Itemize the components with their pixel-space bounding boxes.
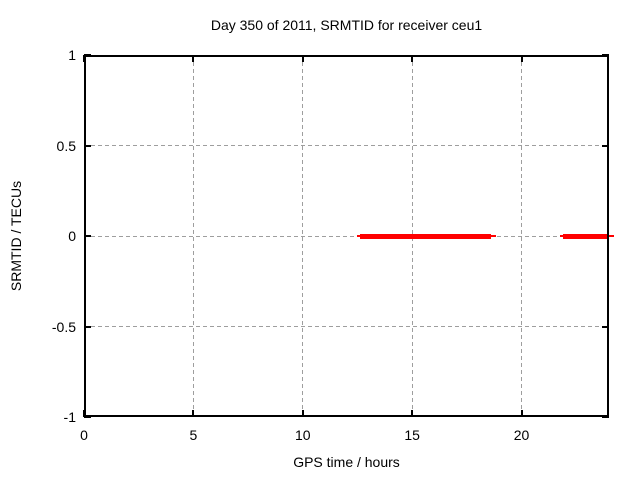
data-segment: [563, 233, 609, 239]
x-tick-label: 15: [404, 427, 420, 443]
x-tick-top: [411, 55, 414, 62]
y-tick-left: [84, 235, 91, 237]
y-gridline: [84, 326, 609, 327]
y-tick-label: -1: [63, 409, 76, 425]
y-tick-right: [602, 325, 609, 328]
x-tick-label: 20: [513, 427, 530, 443]
x-tick-label: 5: [189, 427, 198, 443]
y-tick-left: [84, 325, 91, 328]
y-tick-label: 0.5: [56, 137, 76, 154]
y-tick-label: 1: [68, 47, 76, 63]
x-tick-bottom: [192, 410, 195, 417]
y-tick-left: [84, 416, 91, 418]
x-tick-top: [192, 55, 195, 62]
x-tick-label: 10: [294, 427, 311, 443]
y-gridline: [84, 145, 609, 146]
y-tick-left: [84, 144, 91, 147]
x-tick-bottom: [301, 410, 304, 417]
x-tick-top: [83, 55, 85, 62]
chart-title: Day 350 of 2011, SRMTID for receiver ceu…: [210, 17, 483, 33]
x-tick-bottom: [411, 410, 414, 417]
y-tick-left: [84, 54, 91, 56]
x-tick-bottom: [520, 410, 523, 417]
y-tick-label: 0: [68, 228, 76, 244]
x-tick-top: [301, 55, 304, 62]
y-tick-right: [602, 144, 609, 147]
x-axis-label: GPS time / hours: [293, 454, 400, 470]
y-tick-right: [602, 54, 609, 56]
y-tick-right: [602, 416, 609, 418]
y-tick-label: -0.5: [51, 318, 76, 335]
x-tick-label: 0: [80, 427, 88, 443]
x-tick-top: [520, 55, 523, 62]
data-segment: [359, 233, 491, 239]
y-gridline: [84, 235, 609, 237]
